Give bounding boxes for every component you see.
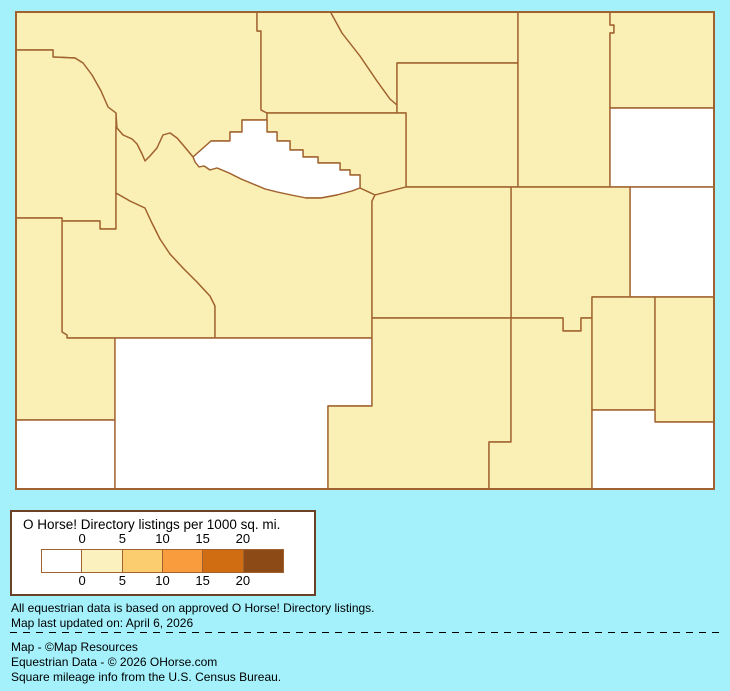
legend-swatch-5 xyxy=(243,550,283,572)
county-crook[interactable] xyxy=(609,11,715,109)
legend-swatch-2 xyxy=(122,550,163,572)
county-natrona[interactable] xyxy=(371,186,512,319)
wyoming-county-map xyxy=(15,11,715,490)
credit-map-resources: Map - ©Map Resources xyxy=(11,640,138,654)
county-laramie[interactable] xyxy=(591,409,715,490)
county-uinta[interactable] xyxy=(15,419,116,490)
note-last-updated: Map last updated on: April 6, 2026 xyxy=(11,616,194,630)
legend-tick-label: 10 xyxy=(155,531,170,546)
legend-color-scale xyxy=(41,549,284,573)
dashed-separator xyxy=(10,632,724,633)
legend-ticks-bottom: 0 5 10 15 20 xyxy=(12,573,314,588)
legend-tick-label: 15 xyxy=(195,531,210,546)
legend-swatch-3 xyxy=(162,550,204,572)
credit-census-bureau: Square mileage info from the U.S. Census… xyxy=(11,670,282,684)
legend-box: O Horse! Directory listings per 1000 sq.… xyxy=(10,510,316,596)
legend-tick-label: 15 xyxy=(195,573,210,588)
legend-ticks-top: 0 5 10 15 20 xyxy=(12,531,314,546)
legend-tick-label: 10 xyxy=(155,573,170,588)
legend-swatch-0 xyxy=(42,550,83,572)
note-data-source: All equestrian data is based on approved… xyxy=(11,601,375,615)
legend-tick-label: 20 xyxy=(235,531,251,546)
state-border xyxy=(15,11,715,490)
legend-tick-label: 0 xyxy=(78,573,86,588)
credit-equestrian-data: Equestrian Data - © 2026 OHorse.com xyxy=(11,655,218,669)
legend-tick-label: 5 xyxy=(118,573,126,588)
county-johnson[interactable] xyxy=(396,62,519,188)
county-fremont[interactable] xyxy=(115,126,376,339)
county-campbell[interactable] xyxy=(517,11,615,188)
legend-tick-label: 5 xyxy=(118,531,126,546)
county-platte[interactable] xyxy=(591,296,656,411)
legend-swatch-4 xyxy=(203,550,244,572)
legend-tick-label: 20 xyxy=(235,573,251,588)
county-weston[interactable] xyxy=(609,107,715,188)
legend-title: O Horse! Directory listings per 1000 sq.… xyxy=(23,517,281,532)
county-goshen[interactable] xyxy=(654,296,715,423)
legend-tick-label: 0 xyxy=(78,531,86,546)
county-niobrara[interactable] xyxy=(629,186,715,298)
legend-swatch-1 xyxy=(82,550,123,572)
